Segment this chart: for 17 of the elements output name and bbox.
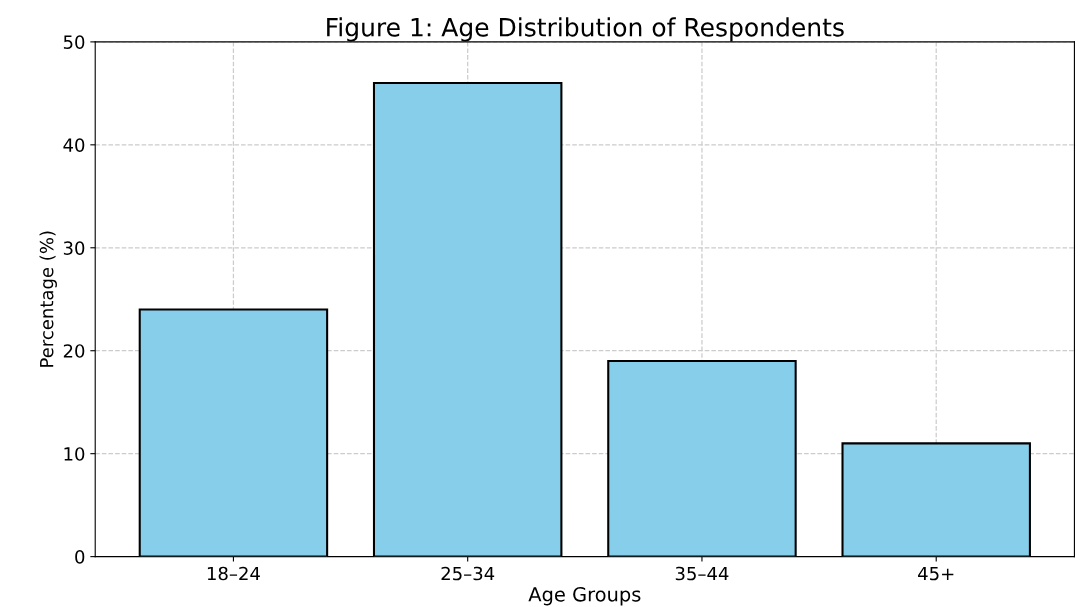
- y-tick-label: 30: [63, 241, 85, 255]
- bar: [138, 308, 329, 557]
- x-tick-label: 45+: [918, 566, 954, 581]
- bar: [607, 359, 797, 557]
- x-axis-title: Age Groups: [528, 586, 641, 606]
- y-tick-label: 0: [75, 550, 85, 564]
- x-tick-label: 25–34: [441, 566, 495, 581]
- x-tick-label: 35–44: [675, 566, 729, 581]
- y-tick-label: 50: [63, 35, 85, 49]
- y-tick-label: 20: [63, 344, 85, 358]
- y-tick-label: 40: [63, 138, 85, 152]
- x-tick-label: 18–24: [207, 566, 260, 581]
- y-tick-label: 10: [64, 447, 85, 461]
- chart-title: Figure 1: Age Distribution of Respondents: [327, 17, 844, 42]
- bar: [372, 82, 563, 557]
- y-axis-title: Percentage (%): [39, 231, 57, 367]
- bar: [841, 442, 1031, 557]
